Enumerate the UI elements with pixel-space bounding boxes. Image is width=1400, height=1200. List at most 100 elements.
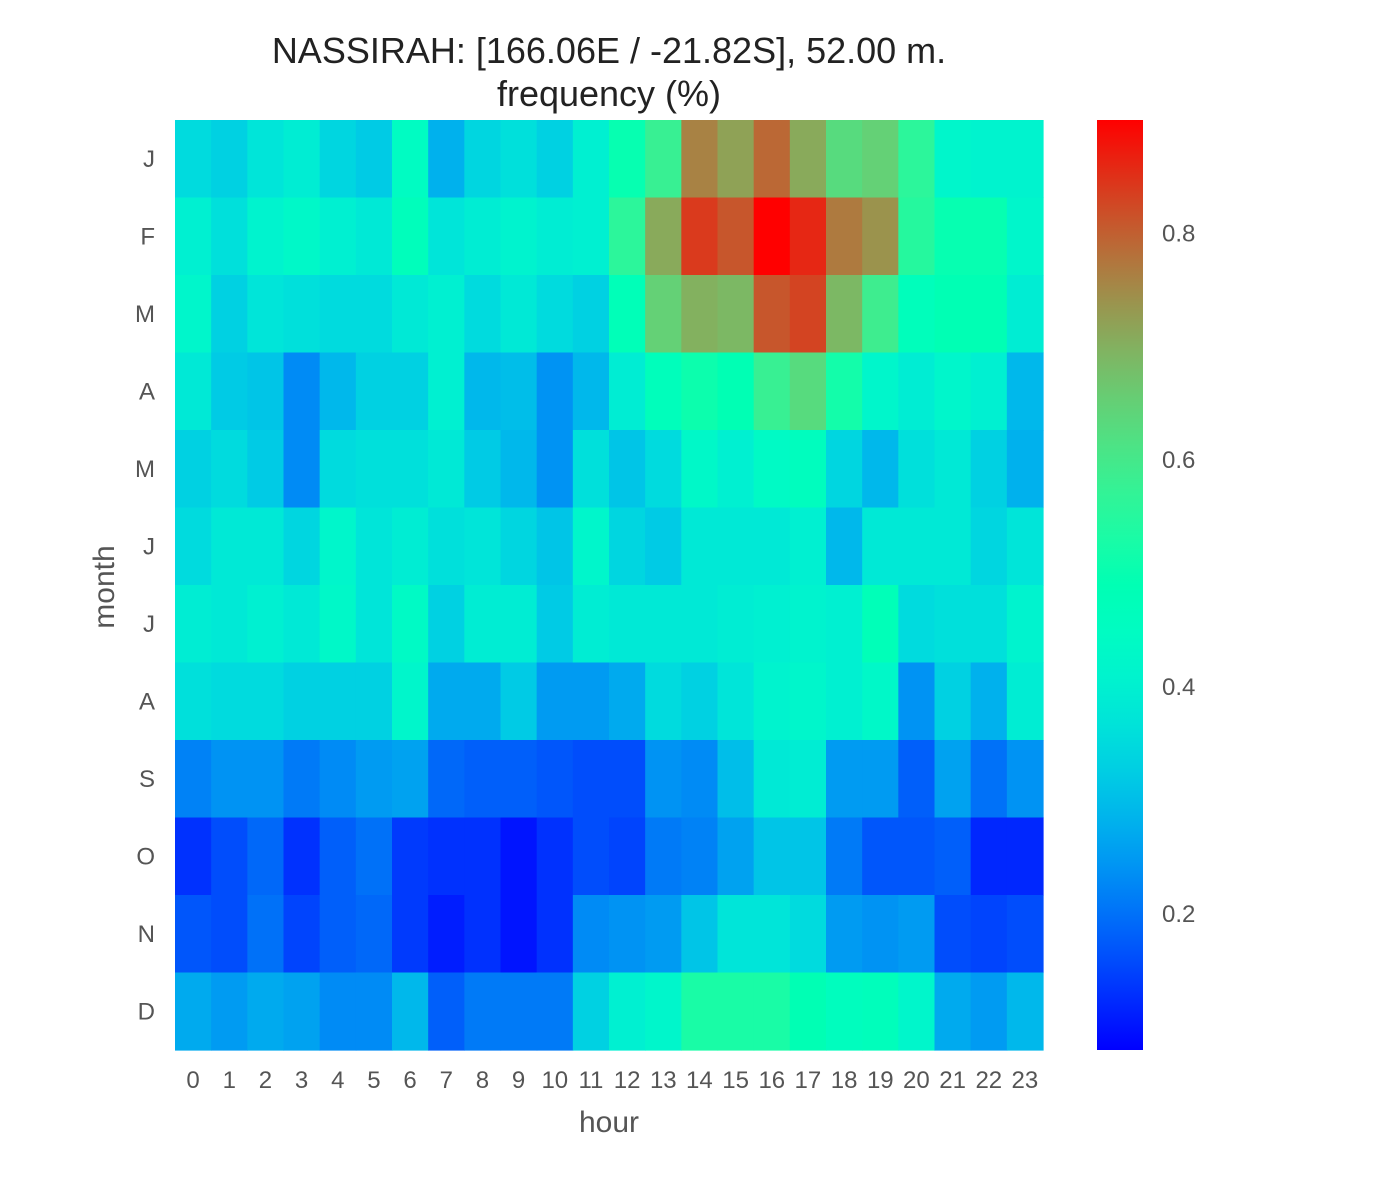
heatmap-cell <box>392 507 429 586</box>
heatmap-cell <box>283 352 321 431</box>
heatmap-cell <box>428 662 465 741</box>
heatmap-cell <box>681 972 719 1051</box>
heatmap-cell <box>428 275 465 354</box>
heatmap-cell <box>500 740 538 819</box>
heatmap-cell <box>1006 120 1044 199</box>
heatmap-cell <box>355 817 393 896</box>
heatmap-cell <box>175 662 212 741</box>
y-tick-label: D <box>138 998 155 1025</box>
colorbar-gradient <box>1097 120 1143 1050</box>
heatmap-cell <box>319 430 357 509</box>
heatmap-cell <box>681 740 719 819</box>
heatmap-cell <box>500 120 538 199</box>
heatmap-cell <box>319 972 357 1051</box>
x-tick-label: 14 <box>686 1067 713 1094</box>
heatmap-cell <box>862 740 899 819</box>
heatmap-cell <box>572 817 610 896</box>
heatmap-cell <box>392 740 429 819</box>
y-tick-label: J <box>143 146 155 173</box>
heatmap-cell <box>175 275 212 354</box>
heatmap-cell <box>862 197 899 276</box>
heatmap-cell <box>826 275 863 354</box>
heatmap-cell <box>319 120 357 199</box>
heatmap-cell <box>934 275 972 354</box>
heatmap-cell <box>1006 895 1044 974</box>
heatmap-cell <box>1006 430 1044 509</box>
x-tick-label: 17 <box>795 1067 822 1094</box>
heatmap-cell <box>717 197 755 276</box>
heatmap-cell <box>464 662 502 741</box>
heatmap-cell <box>826 895 863 974</box>
heatmap-cell <box>862 120 899 199</box>
heatmap-cell <box>428 895 465 974</box>
heatmap-cell <box>789 817 827 896</box>
heatmap-cell <box>428 120 465 199</box>
x-tick-label: 16 <box>758 1067 785 1094</box>
heatmap-cell <box>355 120 393 199</box>
heatmap-cell <box>464 895 502 974</box>
heatmap-cell <box>645 120 682 199</box>
heatmap-cell <box>211 120 248 199</box>
heatmap-cell <box>319 817 357 896</box>
heatmap-cell <box>572 740 610 819</box>
heatmap-cell <box>609 430 646 509</box>
heatmap-cell <box>753 275 791 354</box>
heatmap-cell <box>862 352 899 431</box>
heatmap-cell <box>645 817 682 896</box>
heatmap-cell <box>428 507 465 586</box>
heatmap-cell <box>753 585 791 664</box>
heatmap-cell <box>428 197 465 276</box>
heatmap-cell <box>500 972 538 1051</box>
heatmap-cell <box>934 662 972 741</box>
heatmap-cell <box>464 352 502 431</box>
heatmap-cell <box>283 120 321 199</box>
x-tick-label: 18 <box>831 1067 858 1094</box>
heatmap-cell <box>175 197 212 276</box>
heatmap-cell <box>934 120 972 199</box>
heatmap-cell <box>464 585 502 664</box>
heatmap-cell <box>789 120 827 199</box>
heatmap-cell <box>681 507 719 586</box>
heatmap-cell <box>789 662 827 741</box>
heatmap-cell <box>211 352 248 431</box>
x-tick-label: 3 <box>295 1067 308 1094</box>
heatmap-cell <box>898 430 936 509</box>
heatmap-cell <box>247 662 285 741</box>
heatmap-cell <box>283 430 321 509</box>
chart-subtitle: frequency (%) <box>497 73 721 114</box>
heatmap-cell <box>934 507 972 586</box>
heatmap-cell <box>898 740 936 819</box>
heatmap-cell <box>464 740 502 819</box>
heatmap-cell <box>645 430 682 509</box>
heatmap-cell <box>826 352 863 431</box>
x-tick-label: 15 <box>722 1067 749 1094</box>
heatmap-cell <box>934 585 972 664</box>
heatmap-cell <box>500 817 538 896</box>
heatmap-cell <box>1006 817 1044 896</box>
heatmap-cell <box>355 895 393 974</box>
y-tick-label: O <box>136 843 155 870</box>
heatmap-cell <box>898 120 936 199</box>
heatmap-cell <box>753 895 791 974</box>
heatmap-cell <box>970 972 1008 1051</box>
heatmap-cell <box>247 120 285 199</box>
heatmap-cell <box>500 430 538 509</box>
heatmap-cell <box>970 197 1008 276</box>
x-tick-label: 8 <box>476 1067 489 1094</box>
heatmap-cell <box>283 275 321 354</box>
y-tick-label: M <box>135 456 155 483</box>
heatmap-cell <box>392 275 429 354</box>
colorbar-tick-labels: 0.2 0.4 0.6 0.8 <box>1162 220 1195 928</box>
heatmap-cell <box>934 895 972 974</box>
heatmap-cell <box>826 585 863 664</box>
heatmap-cell <box>211 740 248 819</box>
heatmap-cell <box>898 197 936 276</box>
heatmap-cell <box>970 275 1008 354</box>
heatmap-cell <box>500 895 538 974</box>
heatmap-cell <box>717 275 755 354</box>
heatmap-cell <box>826 817 863 896</box>
heatmap-cell <box>1006 662 1044 741</box>
heatmap-cell <box>717 120 755 199</box>
heatmap-cell <box>753 972 791 1051</box>
x-tick-label: 10 <box>541 1067 568 1094</box>
